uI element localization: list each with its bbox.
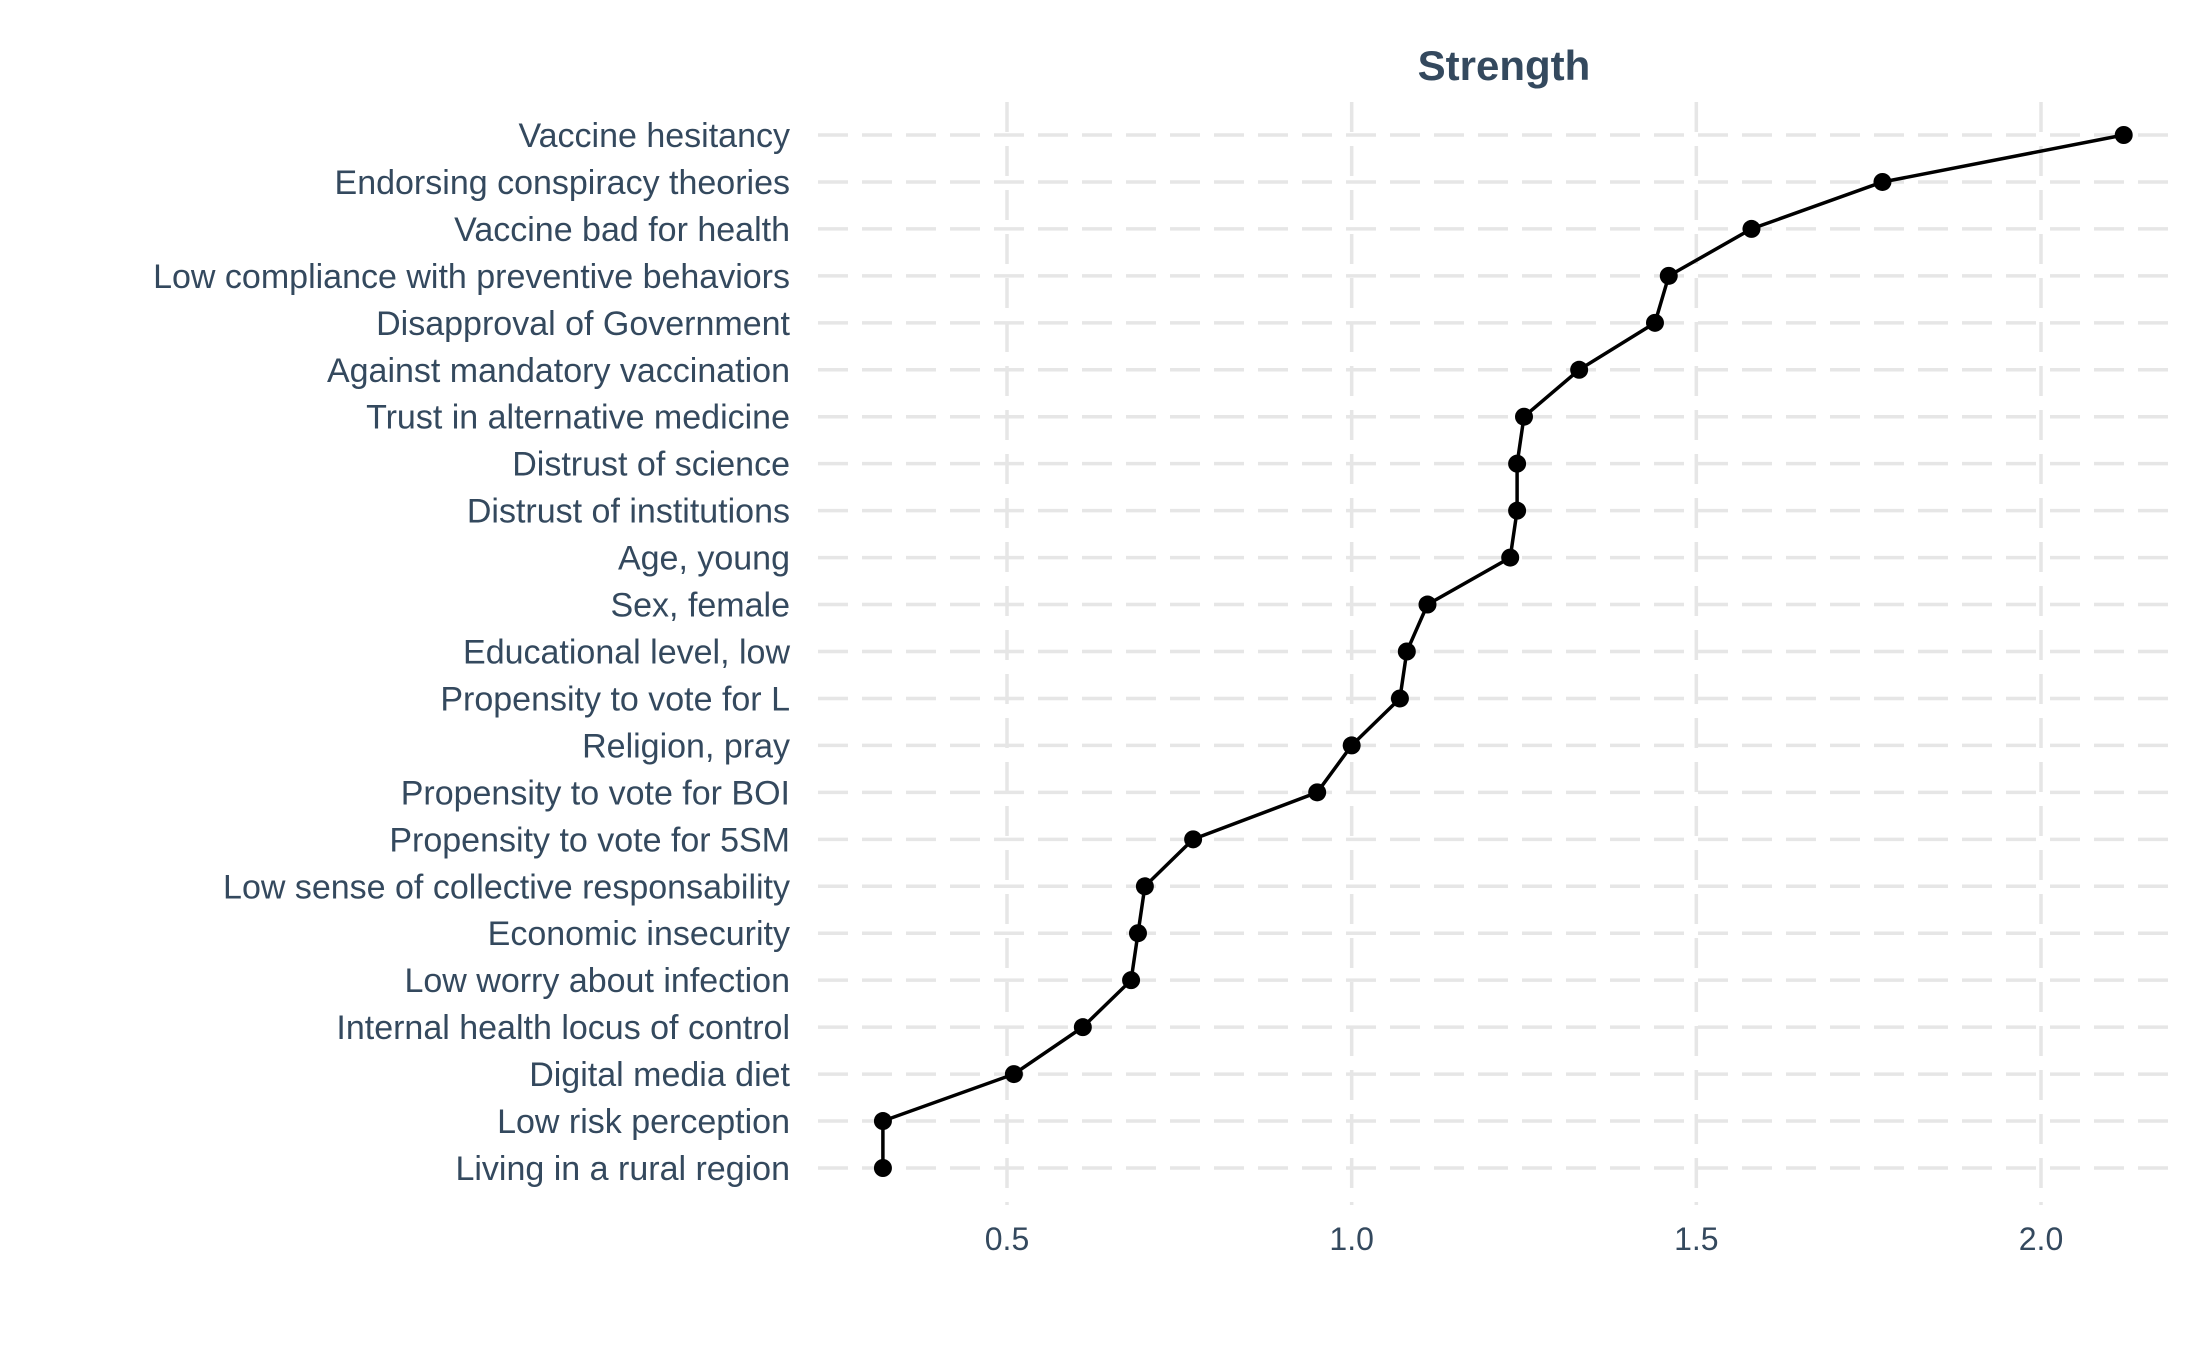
y-tick-label: Propensity to vote for 5SM [389, 821, 790, 859]
data-point [1515, 407, 1533, 426]
data-point [1508, 501, 1527, 520]
data-point [1873, 172, 1892, 191]
data-point [1742, 219, 1761, 238]
y-tick-label: Age, young [618, 540, 790, 578]
y-tick-label: Against mandatory vaccination [327, 352, 790, 390]
series-layer [873, 126, 2133, 1177]
data-point [1004, 1065, 1023, 1084]
data-point [1122, 971, 1141, 990]
x-tick-label: 2.0 [2019, 1221, 2063, 1257]
y-tick-label: Low risk perception [497, 1103, 790, 1141]
data-point [1073, 1018, 1092, 1037]
y-tick-label: Sex, female [610, 587, 790, 625]
data-point [873, 1159, 892, 1177]
x-tick-label: 1.0 [1329, 1221, 1373, 1257]
y-tick-label: Educational level, low [463, 634, 790, 672]
y-tick-label: Living in a rural region [455, 1150, 790, 1188]
y-tick-label: Digital media diet [529, 1056, 790, 1094]
x-axis-labels: 0.5 1.0 1.5 2.0 [985, 1221, 2063, 1257]
data-point [1418, 595, 1437, 614]
y-tick-label: Low compliance with preventive behaviors [153, 258, 790, 296]
y-tick-label: Low worry about infection [404, 962, 790, 1000]
data-point [1308, 783, 1327, 802]
data-point [1128, 924, 1147, 943]
y-tick-label: Vaccine bad for health [454, 211, 790, 249]
data-point [873, 1112, 892, 1131]
data-point [1501, 548, 1520, 567]
data-point [1508, 454, 1527, 473]
y-tick-label: Trust in alternative medicine [366, 399, 790, 437]
y-tick-label: Religion, pray [582, 727, 790, 765]
data-point [1342, 736, 1361, 755]
data-point [1645, 313, 1664, 332]
chart-title: Strength [1418, 42, 1591, 89]
data-point [1397, 642, 1416, 661]
y-axis-labels: Vaccine hesitancy Endorsing conspiracy th… [153, 117, 790, 1188]
y-tick-label: Distrust of institutions [467, 493, 790, 531]
y-tick-label: Vaccine hesitancy [518, 117, 790, 155]
y-tick-label: Propensity to vote for BOI [401, 774, 790, 812]
x-tick-label: 0.5 [985, 1221, 1029, 1257]
data-point [1659, 266, 1678, 285]
y-tick-label: Disapproval of Government [376, 305, 790, 343]
data-point [1570, 360, 1589, 379]
grid-layer [818, 102, 2170, 1205]
y-tick-label: Distrust of science [512, 446, 790, 484]
y-tick-label: Internal health locus of control [336, 1009, 790, 1047]
x-tick-label: 1.5 [1674, 1221, 1718, 1257]
data-point [1390, 689, 1409, 708]
y-tick-label: Economic insecurity [488, 915, 790, 953]
data-point [2114, 126, 2133, 144]
y-tick-label: Endorsing conspiracy theories [335, 164, 790, 202]
data-point [1184, 830, 1203, 849]
y-tick-label: Low sense of collective responsability [223, 868, 790, 906]
data-point [1135, 877, 1154, 896]
y-tick-label: Propensity to vote for L [440, 680, 790, 718]
